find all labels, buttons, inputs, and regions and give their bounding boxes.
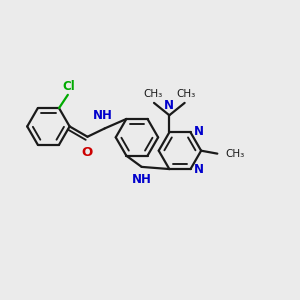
Text: N: N bbox=[194, 125, 204, 138]
Text: CH₃: CH₃ bbox=[176, 89, 196, 99]
Text: CH₃: CH₃ bbox=[143, 89, 162, 99]
Text: NH: NH bbox=[93, 109, 113, 122]
Text: Cl: Cl bbox=[62, 80, 75, 93]
Text: O: O bbox=[82, 146, 93, 159]
Text: N: N bbox=[164, 99, 174, 112]
Text: NH: NH bbox=[132, 173, 152, 186]
Text: CH₃: CH₃ bbox=[226, 148, 245, 159]
Text: N: N bbox=[194, 163, 204, 176]
